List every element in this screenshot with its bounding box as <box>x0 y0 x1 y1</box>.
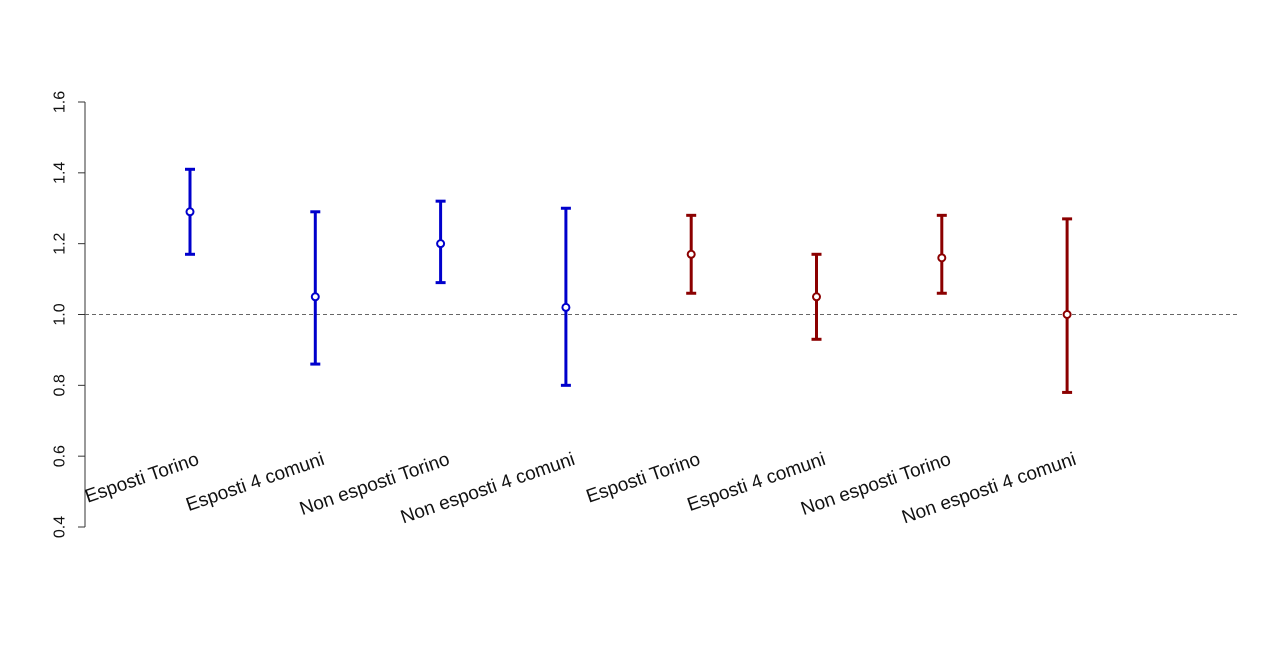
error-bar <box>811 252 822 341</box>
point-estimate <box>436 239 446 249</box>
error-bar <box>1062 217 1073 394</box>
y-tick-label: 1.0 <box>52 303 69 325</box>
point-estimate <box>185 207 195 217</box>
error-bar <box>936 213 947 295</box>
y-tick-label: 0.6 <box>52 445 69 467</box>
y-tick-label: 0.8 <box>52 374 69 396</box>
error-bar <box>686 213 697 295</box>
point-estimate <box>686 249 696 259</box>
point-estimate <box>812 292 821 302</box>
point-estimate <box>310 292 320 302</box>
y-axis: 0.4 0.6 0.8 1.0 1.2 1.4 1.6 <box>52 91 86 538</box>
y-tick-label: 1.2 <box>52 232 69 254</box>
y-tick-label: 0.4 <box>52 516 69 538</box>
error-bar <box>560 206 571 387</box>
error-bar <box>310 210 321 366</box>
point-estimate <box>937 253 947 263</box>
point-estimate <box>1062 310 1072 319</box>
error-bar <box>435 199 446 285</box>
error-bar <box>185 167 195 256</box>
y-tick-label: 1.6 <box>52 91 69 113</box>
y-tick-label: 1.4 <box>52 162 69 184</box>
point-estimate <box>561 302 571 312</box>
error-bars <box>185 167 1073 394</box>
